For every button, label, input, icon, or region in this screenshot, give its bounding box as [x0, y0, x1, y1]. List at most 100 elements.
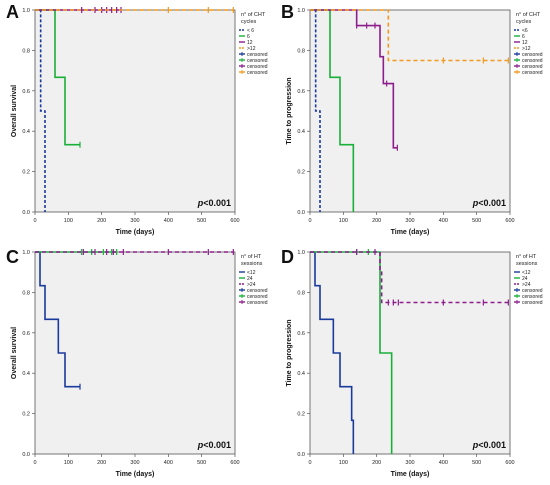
legend-item: censored	[247, 58, 268, 64]
y-tick-label: 0.6	[297, 89, 305, 95]
chart-a: 0.0 0.2 0.4 0.6 0.8 1.0 0 100 200 300 400 500 600 Tim…	[11, 7, 268, 236]
series-line-0	[310, 251, 355, 454]
legend-item: censored	[522, 288, 543, 294]
legend-title-line2: sessions	[516, 261, 538, 267]
legend-item: 6	[522, 34, 525, 40]
panel-b-letter: B	[281, 2, 294, 22]
y-tick-label: 0.8	[297, 290, 305, 296]
y-tick-label: 0.0	[22, 452, 30, 458]
y-tick-label: 0.4	[22, 129, 30, 135]
panel-d: D 0.0 0.2 0.4 0.6 0.8 1.0 0 100 200 300 400 500 600 T…	[275, 242, 550, 485]
plot-area	[34, 251, 236, 455]
x-tick-label: 400	[439, 460, 448, 466]
chart-d: 0.0 0.2 0.4 0.6 0.8 1.0 0 100 200 300 400 500 600 Tim…	[286, 249, 543, 478]
x-tick-label: 500	[197, 218, 206, 224]
legend-item: 24	[247, 276, 253, 282]
legend-item: censored	[247, 300, 268, 306]
chart-c: 0.0 0.2 0.4 0.6 0.8 1.0 0 100 200 300 400 500 600 Tim…	[11, 249, 268, 478]
x-tick-label: 100	[64, 218, 73, 224]
y-axis-label: Time to progression	[286, 77, 293, 144]
y-tick-label: 0.4	[297, 129, 305, 135]
p-value-letter: p	[197, 440, 204, 450]
x-tick-label: 300	[130, 218, 139, 224]
legend-item: 12	[522, 40, 528, 46]
y-tick-label: 1.0	[22, 250, 30, 256]
plot-area	[309, 9, 511, 213]
y-tick-label: 0.6	[22, 89, 30, 95]
chart-b: 0.0 0.2 0.4 0.6 0.8 1.0 0 100 200 300 400 500 600 Tim…	[286, 8, 543, 236]
series-line-2	[310, 251, 509, 304]
y-tick-label: 0.4	[297, 371, 305, 377]
p-value: p<0.001	[472, 198, 506, 208]
y-tick-label: 0.6	[297, 331, 305, 337]
x-tick-label: 200	[97, 460, 106, 466]
x-axis-label: Time (days)	[391, 471, 430, 478]
x-tick-label: 600	[505, 218, 514, 224]
x-tick-label: 300	[130, 460, 139, 466]
legend-item: >24	[522, 282, 531, 288]
y-tick-label: 0.2	[297, 412, 305, 418]
x-tick-label: 400	[164, 460, 173, 466]
x-tick-label: 0	[33, 460, 36, 466]
p-value-threshold: <0.001	[203, 198, 231, 208]
series-line-0	[35, 9, 46, 212]
x-tick-label: 200	[97, 218, 106, 224]
x-axis-label: Time (days)	[116, 471, 155, 478]
panel-c: C 0.0 0.2 0.4 0.6 0.8 1.0 0 100 200 300 400 500 600 T…	[0, 242, 275, 485]
x-tick-label: 600	[230, 218, 239, 224]
legend-item: censored	[522, 294, 543, 300]
x-tick-label: 600	[230, 460, 239, 466]
p-value-threshold: <0.001	[478, 198, 506, 208]
x-tick-label: 600	[505, 460, 514, 466]
panel-a-letter: A	[6, 2, 19, 22]
legend-item: >12	[247, 46, 256, 52]
p-value: p<0.001	[197, 440, 231, 450]
legend-item: censored	[522, 70, 543, 76]
x-tick-label: 100	[64, 460, 73, 466]
legend-item: 6	[247, 34, 250, 40]
y-tick-label: 0.0	[297, 210, 305, 216]
y-tick-label: 1.0	[22, 8, 30, 14]
legend-item: censored	[247, 288, 268, 294]
x-tick-label: 100	[339, 218, 348, 224]
y-tick-label: 0.8	[22, 48, 30, 54]
y-tick-label: 0.8	[22, 290, 30, 296]
x-tick-label: 400	[439, 218, 448, 224]
x-tick-label: 500	[472, 218, 481, 224]
legend-title: n° of CHT	[516, 12, 541, 18]
x-tick-label: 300	[405, 218, 414, 224]
panel-b: B 0.0 0.2 0.4 0.6 0.8 1.0 0 100 200 300 400 500 600 T…	[275, 0, 550, 242]
p-value: p<0.001	[197, 198, 231, 208]
plot-area	[34, 9, 236, 213]
x-axis-label: Time (days)	[391, 229, 430, 236]
x-tick-label: 100	[339, 460, 348, 466]
legend-item: 12	[247, 40, 253, 46]
legend-item: censored	[247, 52, 268, 58]
legend-title-line2: cycles	[516, 19, 532, 25]
y-tick-label: 0.2	[297, 170, 305, 176]
plot-area	[309, 251, 511, 455]
panel-a: A 0.0 0.2 0.4 0.6 0.8 1.0 0 100 200 300 400 500 600 T…	[0, 0, 275, 242]
x-tick-label: 300	[405, 460, 414, 466]
legend-item: censored	[522, 64, 543, 70]
x-tick-label: 0	[308, 218, 311, 224]
legend-item: < 6	[247, 28, 254, 34]
legend-item: censored	[247, 70, 268, 76]
panel-d-letter: D	[281, 247, 294, 267]
legend-item: censored	[522, 300, 543, 306]
series-line-3	[310, 9, 509, 62]
legend-item: >12	[522, 46, 531, 52]
y-axis-label: Time to progression	[286, 319, 293, 386]
legend-item: censored	[522, 58, 543, 64]
x-tick-label: 200	[372, 460, 381, 466]
x-tick-label: 500	[197, 460, 206, 466]
x-tick-label: 0	[308, 460, 311, 466]
series-line-0	[310, 9, 321, 212]
x-tick-label: 0	[33, 218, 36, 224]
x-tick-label: 500	[472, 460, 481, 466]
series-line-0	[35, 251, 80, 388]
x-axis-label: Time (days)	[116, 229, 155, 236]
p-value-letter: p	[472, 440, 479, 450]
series-line-2	[310, 9, 398, 149]
legend-item: <6	[522, 28, 528, 34]
